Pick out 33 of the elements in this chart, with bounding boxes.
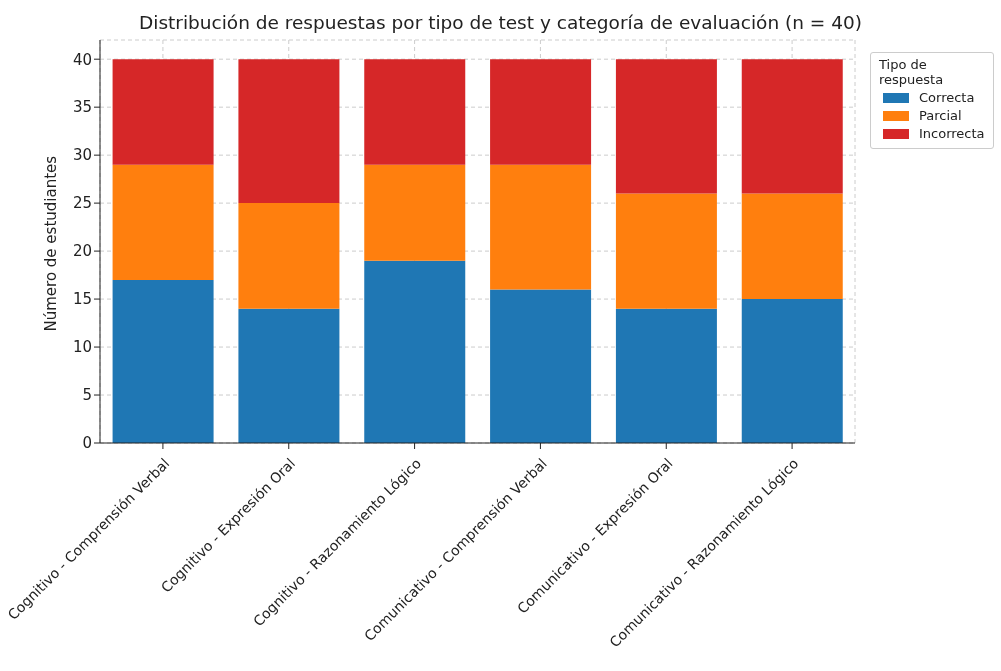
bar xyxy=(490,164,592,290)
bar xyxy=(364,59,466,165)
bar xyxy=(364,260,466,443)
chart-title: Distribución de respuestas por tipo de test y categoría de evaluación (n = 40) xyxy=(138,12,863,33)
y-tick-label: 40 xyxy=(72,50,92,69)
bar xyxy=(615,308,717,443)
y-tick-label: 20 xyxy=(72,242,92,261)
y-tick-label: 35 xyxy=(72,98,92,117)
bar xyxy=(490,289,592,443)
legend-label: Correcta xyxy=(919,90,975,105)
bar xyxy=(238,308,340,443)
bar xyxy=(741,299,843,443)
bar xyxy=(741,193,843,300)
legend-label: Incorrecta xyxy=(919,126,985,141)
bar xyxy=(741,59,843,194)
bar xyxy=(238,203,340,309)
bar xyxy=(615,59,717,194)
y-tick-label: 5 xyxy=(82,386,92,405)
bar xyxy=(490,59,592,165)
legend-title: Tipo de respuesta xyxy=(879,57,945,87)
bar xyxy=(238,59,340,204)
y-tick-label: 25 xyxy=(72,194,92,213)
bar xyxy=(615,193,717,309)
bar xyxy=(112,164,214,280)
y-tick-label: 0 xyxy=(82,434,92,453)
bar xyxy=(112,59,214,165)
bar xyxy=(112,279,214,443)
y-tick-label: 10 xyxy=(72,338,92,357)
legend-label: Parcial xyxy=(919,108,962,123)
y-axis-title: Número de estudiantes xyxy=(42,155,61,332)
y-tick-label: 15 xyxy=(72,290,92,309)
bar xyxy=(364,164,466,261)
y-tick-label: 30 xyxy=(72,146,92,165)
